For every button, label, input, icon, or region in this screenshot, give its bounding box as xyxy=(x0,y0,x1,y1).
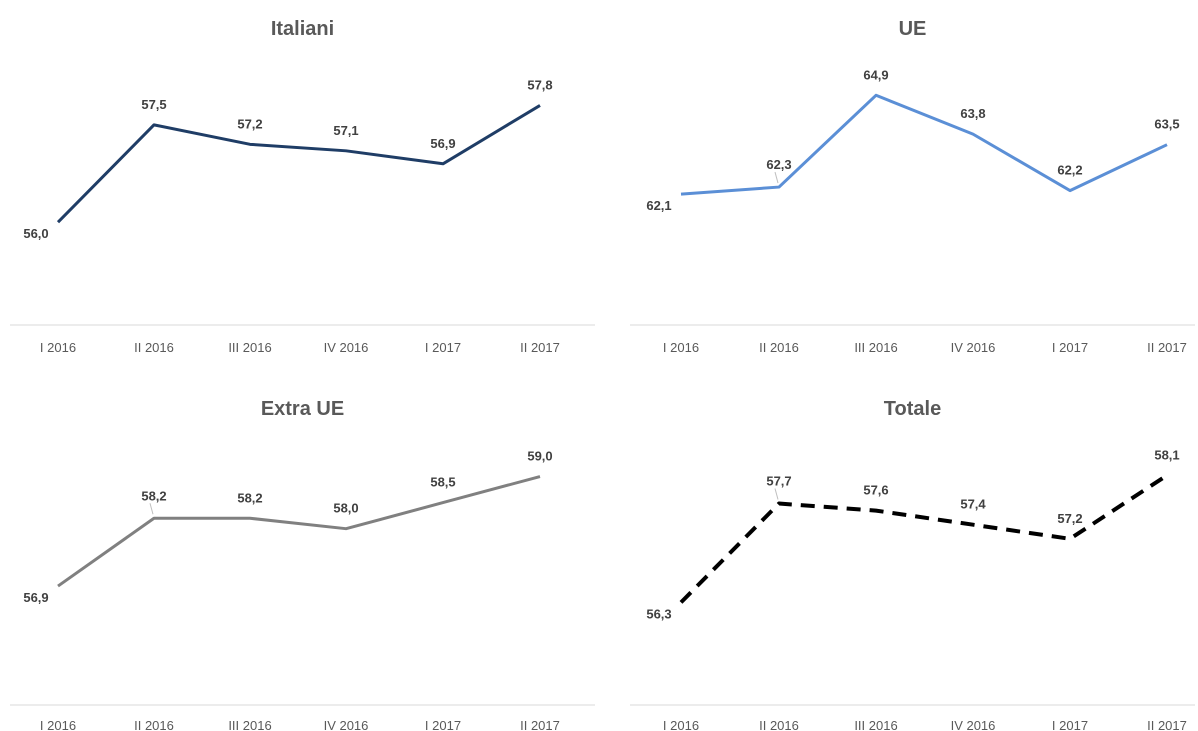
data-label: 57,6 xyxy=(863,483,888,498)
x-tick-label: III 2016 xyxy=(854,718,897,731)
x-tick-label: I 2016 xyxy=(663,340,699,355)
leader-line xyxy=(774,488,779,500)
leader-line xyxy=(774,171,779,184)
data-label: 62,2 xyxy=(1057,163,1082,178)
data-label: 57,2 xyxy=(1057,511,1082,526)
x-tick-label: I 2016 xyxy=(40,718,76,731)
data-label: 56,9 xyxy=(23,590,48,605)
data-label: 58,2 xyxy=(141,488,166,503)
x-tick-label: II 2017 xyxy=(520,718,560,731)
series-line xyxy=(679,473,1169,604)
data-label: 58,2 xyxy=(237,490,262,505)
chart-title: UE xyxy=(899,18,927,40)
data-label: 58,0 xyxy=(333,501,358,516)
data-label: 58,1 xyxy=(1154,447,1179,462)
x-tick-label: III 2016 xyxy=(854,340,897,355)
chart-1: UE I 2016 II 2016 III 2016 IV 2016 I 2017 II 2… xyxy=(630,18,1195,355)
series-line xyxy=(56,104,541,224)
data-label: 56,0 xyxy=(23,226,48,241)
data-label: 57,4 xyxy=(960,497,986,512)
series-line xyxy=(57,475,541,588)
data-label: 62,1 xyxy=(646,198,671,213)
data-label: 62,3 xyxy=(766,157,791,172)
data-label: 57,5 xyxy=(141,97,166,112)
chart-title: Italiani xyxy=(271,18,334,40)
x-tick-label: I 2016 xyxy=(40,340,76,355)
data-label: 59,0 xyxy=(527,449,552,464)
x-tick-label: I 2016 xyxy=(663,718,699,731)
x-tick-label: IV 2016 xyxy=(951,718,996,731)
chart-0: Italiani I 2016 II 2016 III 2016 IV 2016 I 20… xyxy=(10,18,595,355)
data-label: 58,5 xyxy=(430,475,455,490)
x-tick-label: II 2017 xyxy=(1147,340,1187,355)
x-tick-label: II 2017 xyxy=(520,340,560,355)
series-line xyxy=(680,93,1168,196)
x-tick-label: II 2016 xyxy=(134,718,174,731)
data-label: 57,1 xyxy=(333,123,358,138)
data-label: 57,7 xyxy=(766,474,791,489)
data-label: 56,9 xyxy=(430,136,455,151)
chart-title: Extra UE xyxy=(261,398,344,420)
x-tick-label: IV 2016 xyxy=(324,340,369,355)
x-tick-label: IV 2016 xyxy=(951,340,996,355)
x-tick-label: II 2016 xyxy=(134,340,174,355)
chart-3: Totale I 2016 II 2016 III 2016 IV 2016 I 2017… xyxy=(630,398,1195,731)
x-tick-label: I 2017 xyxy=(425,340,461,355)
x-tick-label: III 2016 xyxy=(228,718,271,731)
data-label: 57,8 xyxy=(527,77,552,92)
data-label: 57,2 xyxy=(237,116,262,131)
x-tick-label: II 2017 xyxy=(1147,718,1187,731)
data-label: 63,5 xyxy=(1154,117,1179,132)
x-tick-label: I 2017 xyxy=(1052,718,1088,731)
x-tick-label: II 2016 xyxy=(759,718,799,731)
x-tick-label: IV 2016 xyxy=(324,718,369,731)
chart-title: Totale xyxy=(884,398,941,420)
leader-line xyxy=(149,503,154,515)
chart-2: Extra UE I 2016 II 2016 III 2016 IV 2016 I 20… xyxy=(10,398,595,731)
x-tick-label: II 2016 xyxy=(759,340,799,355)
x-tick-label: III 2016 xyxy=(228,340,271,355)
data-label: 64,9 xyxy=(863,67,888,82)
x-tick-label: I 2017 xyxy=(425,718,461,731)
x-tick-label: I 2017 xyxy=(1052,340,1088,355)
data-label: 63,8 xyxy=(960,106,985,121)
data-label: 56,3 xyxy=(646,606,671,621)
